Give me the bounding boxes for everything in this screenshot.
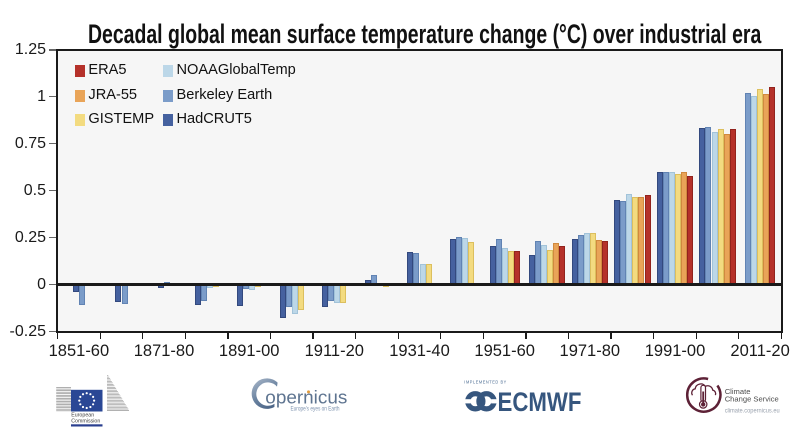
- svg-text:IMPLEMENTED BY: IMPLEMENTED BY: [464, 379, 507, 384]
- svg-text:Change Service: Change Service: [725, 395, 779, 404]
- svg-text:European: European: [71, 413, 94, 419]
- svg-text:Climate: Climate: [725, 387, 751, 396]
- svg-text:opernicus: opernicus: [265, 388, 347, 408]
- svg-text:Europe's eyes on Earth: Europe's eyes on Earth: [291, 407, 340, 413]
- svg-text:ECMWF: ECMWF: [498, 387, 582, 417]
- svg-text:climate.copernicus.eu: climate.copernicus.eu: [725, 408, 780, 414]
- svg-text:Commission: Commission: [71, 418, 100, 424]
